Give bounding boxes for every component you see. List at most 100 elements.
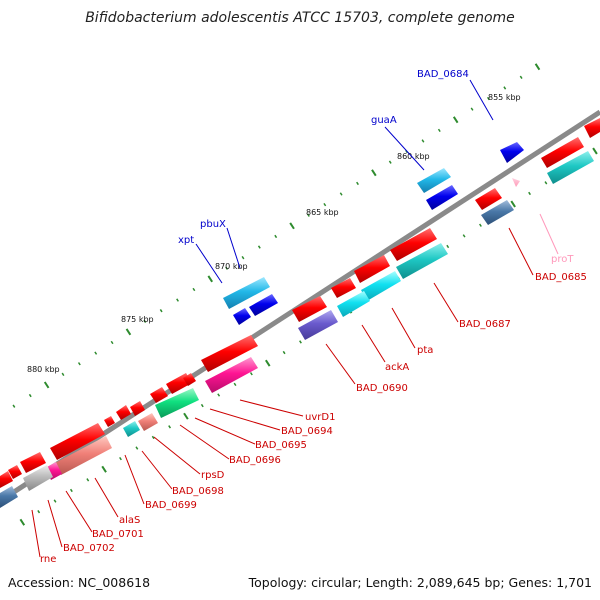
gene-alaS-arrow[interactable] [50, 423, 105, 460]
label-guaA[interactable]: guaA [371, 115, 397, 126]
kbp-label-855: 855 kbp [488, 93, 521, 102]
tick-mark [356, 181, 359, 186]
gene-bad0685-steel[interactable] [481, 200, 514, 225]
kbp-label-875: 875 kbp [121, 315, 154, 324]
kbp-label-880: 880 kbp [27, 365, 60, 374]
label-rne[interactable]: rne [40, 554, 56, 565]
map-title: Bifidobacterium adolescentis ATCC 15703,… [85, 10, 515, 26]
tick-mark [207, 275, 214, 283]
gene-bad0696-arrow[interactable] [150, 387, 168, 403]
tick-mark [592, 147, 598, 155]
tick-mark [306, 213, 310, 217]
tick-mark [446, 244, 450, 249]
tick-mark [534, 63, 541, 71]
tick-mark [43, 381, 50, 389]
gene-alaS-salmon[interactable] [55, 436, 112, 475]
gene-pta-arrow[interactable] [354, 255, 390, 283]
tick-mark [452, 116, 459, 124]
gene-bad0690-purple[interactable] [298, 310, 338, 340]
label-proT[interactable]: proT [551, 254, 574, 265]
gene-xpt2-arrow[interactable] [249, 294, 278, 316]
gene-rne-arrow[interactable] [8, 465, 22, 479]
label-BAD_0684[interactable]: BAD_0684 [417, 69, 469, 80]
kbp-label-865: 865 kbp [306, 208, 339, 217]
label-BAD_0694[interactable]: BAD_0694 [281, 426, 333, 437]
label-ackA[interactable]: ackA [385, 362, 409, 373]
gene-proT-arrow[interactable] [512, 178, 520, 187]
gene-rpsD-arrow[interactable] [130, 401, 145, 416]
tick-mark [388, 160, 392, 164]
gene-red-left-edge[interactable] [0, 471, 13, 488]
label-alaS[interactable]: alaS [119, 515, 140, 526]
gene-bad0695-green[interactable] [155, 388, 199, 418]
gene-uvrD1-arrow[interactable] [201, 335, 258, 372]
gene-bad0687-teal[interactable] [396, 243, 448, 279]
gene-bad0698-arrow[interactable] [116, 405, 131, 420]
tick-mark [233, 382, 237, 387]
gene-guaA-lower-arrow[interactable] [426, 185, 458, 210]
label-BAD_0699[interactable]: BAD_0699 [145, 500, 197, 511]
tick-mark [339, 192, 343, 196]
label-BAD_0687[interactable]: BAD_0687 [459, 319, 511, 330]
gene-xpt-arrow[interactable] [233, 308, 251, 325]
label-BAD_0695[interactable]: BAD_0695 [255, 440, 307, 451]
gene-red-856[interactable] [541, 137, 584, 168]
tick-mark [159, 309, 163, 313]
gene-pbuX-arrow[interactable] [223, 277, 270, 309]
tick-mark [257, 245, 261, 249]
tick-mark [249, 372, 253, 376]
label-xpt[interactable]: xpt [178, 235, 194, 246]
tick-mark [323, 202, 327, 207]
label-BAD_0702[interactable]: BAD_0702 [63, 543, 115, 554]
tick-mark [12, 404, 16, 408]
label-BAD_0698[interactable]: BAD_0698 [172, 486, 224, 497]
tick-mark [19, 518, 26, 526]
label-BAD_0696[interactable]: BAD_0696 [229, 455, 281, 466]
tick-mark [192, 287, 196, 292]
tick-mark [486, 96, 490, 101]
gene-steel-left-edge[interactable] [0, 486, 18, 508]
tick-mark [101, 465, 107, 473]
gene-bad0684-arrow[interactable] [500, 142, 524, 163]
tick-mark [479, 223, 482, 227]
tick-mark [462, 234, 466, 238]
gene-bad0685-arrow[interactable] [475, 188, 502, 210]
tick-mark [77, 362, 81, 366]
label-pbuX[interactable]: pbuX [200, 219, 226, 230]
gene-teal-856[interactable] [547, 151, 594, 184]
label-BAD_0701[interactable]: BAD_0701 [92, 529, 144, 540]
label-rpsD[interactable]: rpsD [201, 470, 225, 481]
label-pta[interactable]: pta [417, 345, 433, 356]
kbp-label-870: 870 kbp [215, 262, 248, 271]
reverse-strand-genes [0, 118, 600, 508]
leader-lines [31, 79, 559, 558]
label-BAD_0685[interactable]: BAD_0685 [535, 272, 587, 283]
gene-bad0698-teal[interactable] [123, 421, 140, 437]
gene-bad0694-red2[interactable] [183, 373, 196, 386]
tick-mark [183, 412, 189, 420]
gene-uvrD1-magenta[interactable] [205, 357, 258, 393]
tick-mark [168, 425, 172, 429]
tick-mark [135, 446, 139, 450]
label-BAD_0690[interactable]: BAD_0690 [356, 383, 408, 394]
label-uvrD1[interactable]: uvrD1 [305, 412, 335, 423]
tick-mark [217, 393, 221, 397]
tick-mark [289, 222, 295, 230]
tick-mark [241, 255, 245, 260]
tick-mark [265, 359, 271, 367]
gene-bad0702-gray[interactable] [23, 465, 53, 491]
gene-rpsD-salmon[interactable] [138, 413, 158, 431]
gene-bad0699-arrow[interactable] [104, 416, 115, 427]
gene-red-far-right[interactable] [584, 118, 600, 138]
gene-ackA-aqua[interactable] [337, 291, 370, 317]
gene-guaA-arrow[interactable] [417, 168, 451, 193]
gene-ackA-arrow[interactable] [331, 278, 356, 298]
gene-bad0702-arrow[interactable] [20, 452, 46, 473]
gene-bad0690-arrow[interactable] [292, 296, 327, 322]
tick-mark [69, 488, 73, 493]
gene-bad0687-arrow[interactable] [390, 228, 437, 261]
tick-mark [282, 350, 286, 355]
gene-pta-aqua[interactable] [361, 271, 401, 301]
tick-mark [437, 128, 441, 133]
